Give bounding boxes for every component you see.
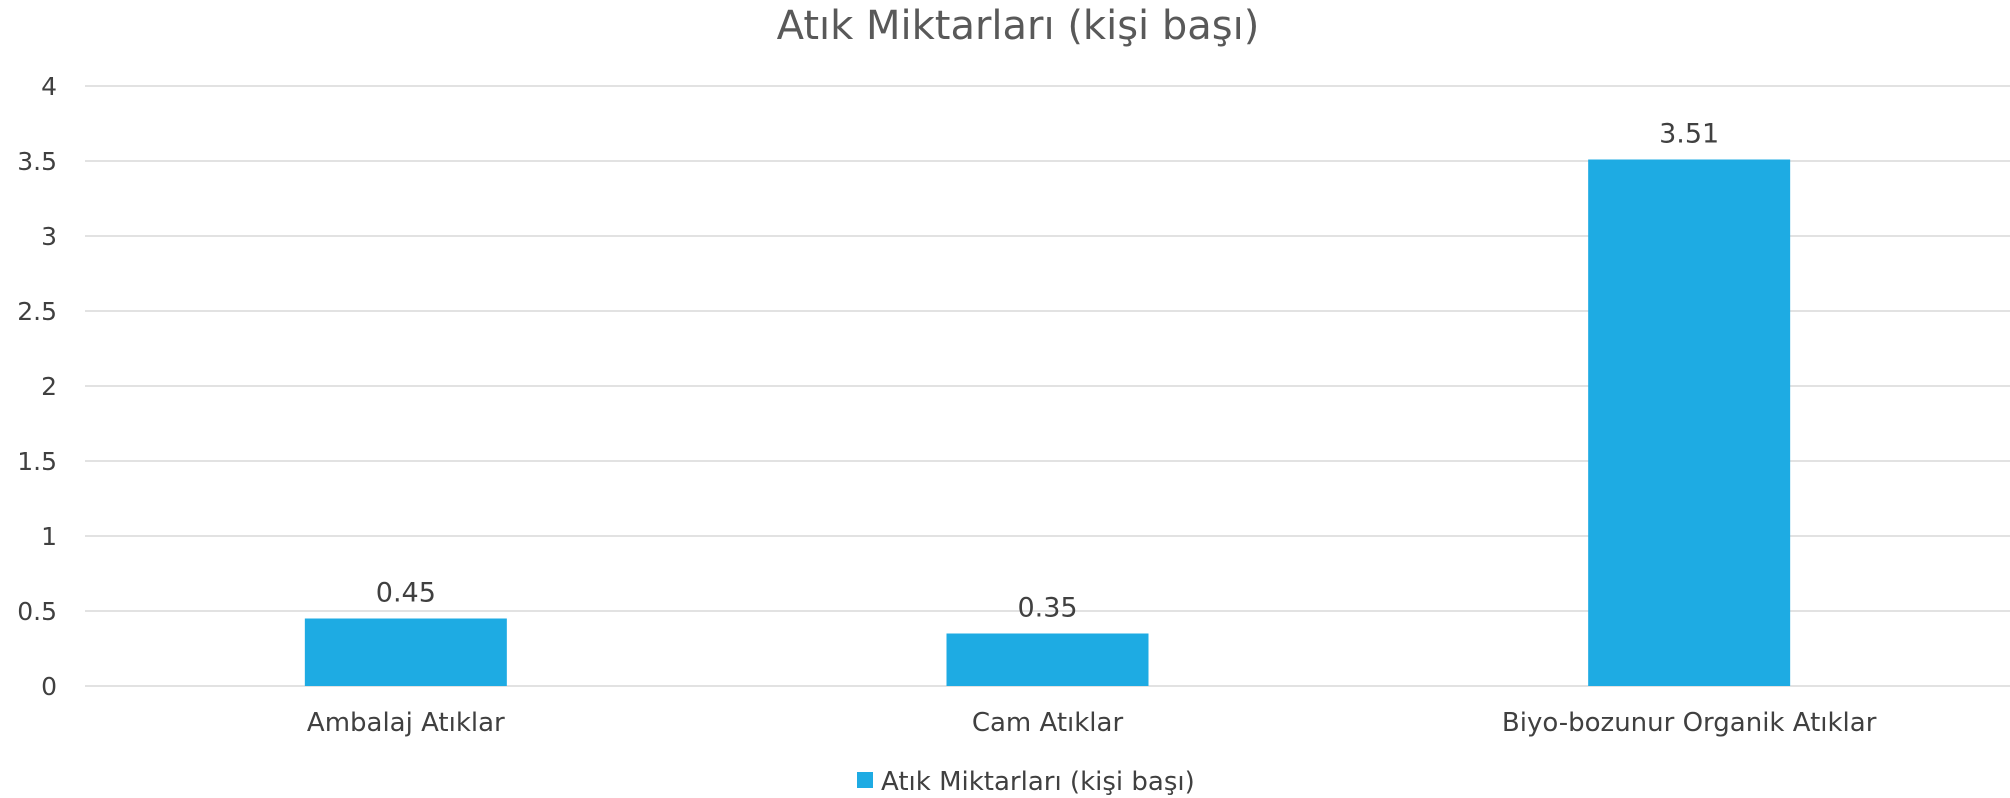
data-label: 3.51: [1659, 119, 1719, 150]
x-category-label: Biyo-bozunur Organik Atıklar: [1502, 708, 1877, 738]
y-tick-label: 0: [41, 672, 57, 701]
legend-label: Atık Miktarları (kişi başı): [881, 767, 1195, 797]
bar: [1588, 159, 1791, 686]
gridlines: [85, 85, 2010, 687]
y-tick-label: 4: [41, 72, 57, 101]
data-label: 0.35: [1017, 593, 1077, 624]
y-axis-ticks: 0 0.5 1 1.5 2 2.5 3 3.5 4: [17, 72, 57, 701]
chart-title: Atık Miktarları (kişi başı): [777, 3, 1260, 49]
bar: [946, 633, 1149, 686]
x-category-label: Cam Atıklar: [972, 708, 1124, 738]
legend: Atık Miktarları (kişi başı): [857, 767, 1195, 797]
data-labels: 0.45 0.35 3.51: [376, 119, 1719, 624]
y-tick-label: 1: [41, 522, 57, 551]
legend-swatch: [857, 772, 873, 788]
y-tick-label: 3.5: [17, 147, 57, 176]
data-label: 0.45: [376, 578, 436, 609]
x-axis-categories: Ambalaj Atıklar Cam Atıklar Biyo-bozunur O…: [307, 708, 1877, 738]
y-tick-label: 2: [41, 372, 57, 401]
y-tick-label: 1.5: [17, 447, 57, 476]
bars: [304, 159, 1791, 686]
x-category-label: Ambalaj Atıklar: [307, 708, 505, 738]
y-tick-label: 2.5: [17, 297, 57, 326]
y-tick-label: 3: [41, 222, 57, 251]
y-tick-label: 0.5: [17, 597, 57, 626]
bar: [304, 618, 507, 686]
